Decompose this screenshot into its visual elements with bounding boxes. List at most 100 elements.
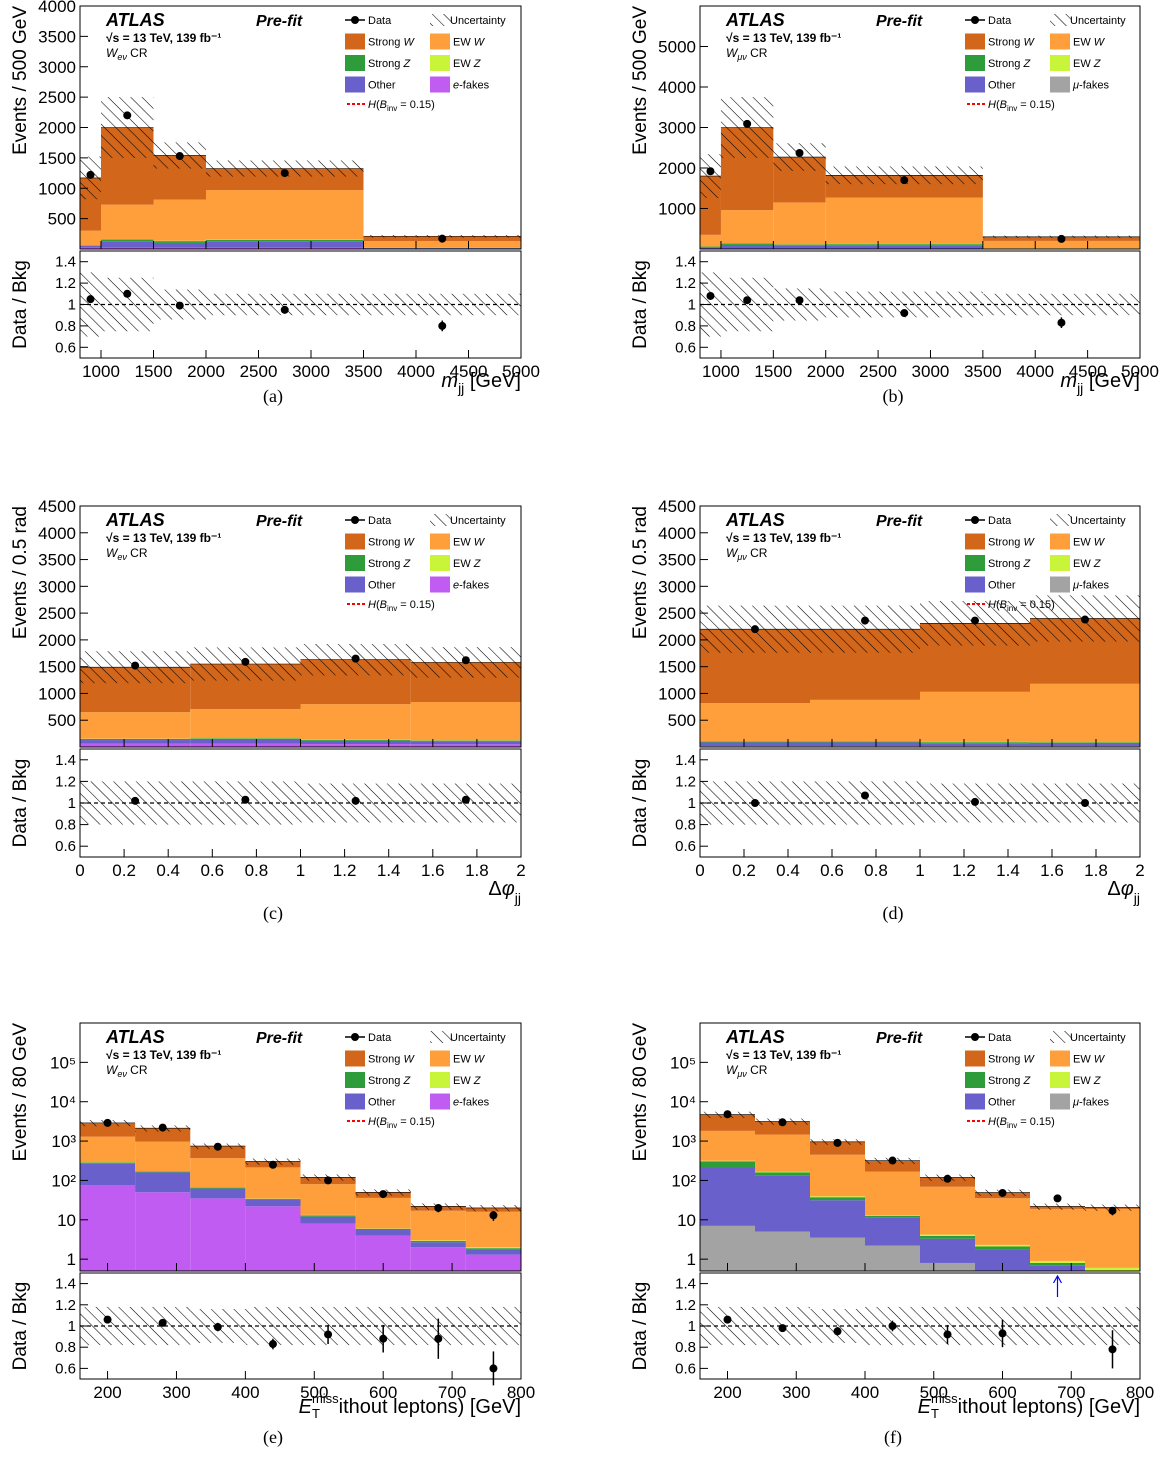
stack-bar-strong-z: [465, 1248, 521, 1250]
y-tick-label: 10⁴: [670, 1093, 696, 1112]
stack-bar-ew-w: [300, 704, 411, 740]
y-tick-label: 10²: [51, 1171, 76, 1190]
data-point: [971, 616, 979, 625]
stack-bar-fakes: [153, 247, 206, 249]
x-tick-label: 0.2: [112, 861, 136, 880]
stack-bar-ew-w: [101, 204, 154, 239]
stack-bar-ew-w: [1085, 1209, 1140, 1268]
stack-bar-fakes: [80, 247, 101, 249]
y-tick-label: 2000: [38, 119, 76, 138]
legend-swatch-other: [965, 1093, 985, 1110]
stack-bar-fakes: [865, 1245, 920, 1271]
stack-bar-ew-z: [975, 1244, 1030, 1247]
stack-bar-other: [80, 1163, 136, 1186]
legend-swatch-strong-w: [345, 33, 365, 50]
ratio-point: [489, 1364, 498, 1373]
uncertainty-band: [206, 160, 364, 177]
ratio-tick-label: 1: [68, 297, 76, 314]
prefit-label: Pre-fit: [876, 1030, 923, 1047]
legend-swatch-strong-z: [965, 55, 985, 71]
legend-label-strong-z: Strong Z: [988, 58, 1031, 70]
x-axis-title: mjj [GeV]: [1060, 370, 1140, 396]
legend-label-ew-w: EW W: [453, 1054, 486, 1066]
legend-label-ew-w: EW W: [1073, 1054, 1106, 1066]
ratio-axis-title: Data / Bkg: [10, 1282, 31, 1371]
legend-label-other: Other: [368, 1097, 396, 1109]
stack-bar-fakes: [190, 743, 301, 747]
data-point: [175, 152, 184, 161]
legend-swatch-ew-z: [430, 555, 450, 571]
region-label: Wμν CR: [726, 46, 768, 62]
x-tick-label: 2000: [807, 362, 845, 381]
x-tick-label: 500: [300, 1383, 328, 1402]
x-tick-label: 1000: [82, 362, 120, 381]
stack-bar-ew-w: [410, 702, 521, 741]
stack-bar-fakes: [300, 744, 411, 747]
x-tick-label: 700: [438, 1383, 466, 1402]
y-tick-label: 2500: [658, 604, 696, 623]
legend-uncertainty-swatch: [1050, 14, 1072, 26]
stack-bar-strong-z: [410, 740, 521, 742]
stack-bar-other: [720, 244, 774, 249]
ratio-tick-label: 1.4: [675, 752, 696, 769]
x-tick-label: 0.8: [245, 861, 269, 880]
legend-swatch-ew-z: [1050, 1072, 1070, 1088]
prefit-label: Pre-fit: [256, 513, 303, 530]
legend-data-marker: [351, 516, 359, 524]
stack-bar-ew-w: [700, 234, 721, 247]
x-tick-label: 1.2: [333, 861, 357, 880]
x-tick-label: 3500: [964, 362, 1002, 381]
data-point: [131, 661, 140, 670]
x-tick-label: 3000: [912, 362, 950, 381]
stack-bar-strong-z: [135, 1171, 191, 1173]
stack-bar-strong-z: [700, 246, 721, 248]
stack-bar-strong-z: [755, 1172, 810, 1176]
legend-swatch-mu-fakes: [1050, 1093, 1070, 1110]
legend-label-strong-w: Strong W: [988, 37, 1035, 49]
energy-label: √s = 13 TeV, 139 fb⁻¹: [726, 1048, 841, 1062]
stack-bar-strong-z: [80, 1162, 136, 1164]
legend-data-label: Data: [368, 15, 392, 27]
legend-label-ew-z: EW Z: [1073, 58, 1102, 70]
stack-bar-strong-z: [355, 1228, 411, 1231]
data-point: [833, 1138, 842, 1147]
stack-bar-ew-w: [810, 1154, 865, 1197]
ratio-point: [461, 795, 470, 804]
stack-bar-ew-z: [410, 1240, 466, 1241]
legend-swatch-strong-z: [345, 1072, 365, 1088]
x-tick-label: 2000: [187, 362, 225, 381]
x-tick-label: 0.8: [864, 861, 888, 880]
x-tick-label: 1500: [754, 362, 792, 381]
stack-bar-strong-z: [700, 1161, 755, 1168]
ratio-uncertainty-band: [363, 293, 521, 316]
ratio-tick-label: 1: [68, 1318, 76, 1335]
stack-bar-other: [410, 741, 521, 745]
data-point: [706, 167, 715, 176]
stack-bar-other: [810, 742, 920, 747]
stack-bar-strong-z: [865, 1215, 920, 1218]
uncertainty-band: [810, 605, 920, 653]
ratio-point: [900, 309, 909, 318]
y-tick-label: 2000: [658, 631, 696, 650]
stack-bar-strong-w: [190, 1146, 246, 1159]
y-tick-label: 10³: [671, 1132, 696, 1151]
stack-bar-strong-z: [300, 1215, 356, 1217]
stack-bar-other: [80, 740, 191, 744]
stack-bar-ew-z: [810, 1196, 865, 1198]
x-tick-label: 2: [516, 861, 525, 880]
stack-bar-strong-z: [206, 239, 364, 242]
ratio-tick-label: 0.6: [55, 838, 76, 855]
prefit-label: Pre-fit: [256, 13, 303, 30]
ratio-tick-label: 1.2: [675, 773, 696, 790]
data-point: [213, 1142, 222, 1151]
legend-label-e-fakes: e-fakes: [453, 580, 490, 592]
stack-bar-strong-z: [245, 1198, 301, 1200]
panel-b: 1000 1500 2000 2500 3000 3500 4000 4500 5000 1000…: [630, 5, 1159, 396]
stack-bar-strong-w: [700, 1114, 755, 1131]
uncertainty-band: [825, 166, 983, 185]
ratio-point: [833, 1327, 842, 1336]
legend-label-strong-w: Strong W: [988, 537, 1035, 549]
stack-bar-other: [190, 739, 301, 744]
ratio-point: [241, 795, 250, 804]
